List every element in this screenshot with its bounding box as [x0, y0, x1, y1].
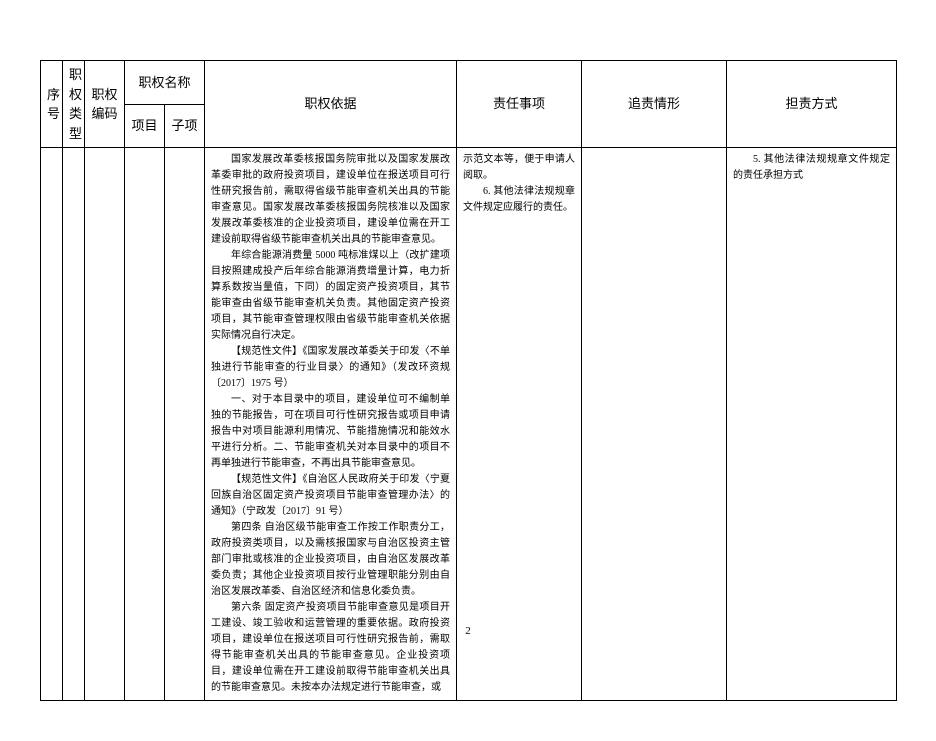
cell-type: [63, 148, 85, 701]
basis-paragraph: 国家发展改革委核报国务院审批以及国家发展改革委审批的政府投资项目，建设单位在报送…: [211, 152, 450, 248]
cell-method: 5. 其他法律法规规章文件规定的责任承担方式: [727, 148, 897, 701]
basis-paragraph: 第六条 固定资产投资项目节能审查意见是项目开工建设、竣工验收和运营管理的重要依据…: [211, 600, 450, 696]
cell-responsibility: 示范文本等，便于申请人阅取。 6. 其他法律法规规章文件规定应履行的责任。: [457, 148, 582, 701]
table-body: 国家发展改革委核报国务院审批以及国家发展改革委审批的政府投资项目，建设单位在报送…: [41, 148, 897, 701]
basis-paragraph: 【规范性文件】《国家发展改革委关于印发〈不单独进行节能审查的行业目录〉的通知》（…: [211, 344, 450, 392]
table-row: 国家发展改革委核报国务院审批以及国家发展改革委审批的政府投资项目，建设单位在报送…: [41, 148, 897, 701]
header-code: 职权编码: [85, 61, 125, 148]
table-header: 序号 职权类型 职权编码 职权名称 职权依据 责任事项 追责情形 担责方式 项目…: [41, 61, 897, 148]
header-basis: 职权依据: [205, 61, 457, 148]
method-paragraph: 5. 其他法律法规规章文件规定的责任承担方式: [733, 152, 890, 184]
basis-paragraph: 第四条 自治区级节能审查工作按工作职责分工，政府投资类项目，以及需核报国家与自治…: [211, 520, 450, 600]
cell-seq: [41, 148, 63, 701]
header-seq: 序号: [41, 61, 63, 148]
cell-name-item: [125, 148, 165, 701]
basis-paragraph: 【规范性文件】《自治区人民政府关于印发〈宁夏回族自治区固定资产投资项目节能审查管…: [211, 472, 450, 520]
cell-accountability: [582, 148, 727, 701]
header-name-sub: 子项: [165, 104, 205, 148]
header-accountability: 追责情形: [582, 61, 727, 148]
cell-code: [85, 148, 125, 701]
cell-basis: 国家发展改革委核报国务院审批以及国家发展改革委审批的政府投资项目，建设单位在报送…: [205, 148, 457, 701]
header-name-item: 项目: [125, 104, 165, 148]
page-number: 2: [465, 625, 471, 637]
header-type: 职权类型: [63, 61, 85, 148]
authority-table: 序号 职权类型 职权编码 职权名称 职权依据 责任事项 追责情形 担责方式 项目…: [40, 60, 897, 701]
resp-paragraph: 示范文本等，便于申请人阅取。: [463, 152, 575, 184]
cell-name-sub: [165, 148, 205, 701]
header-name-group: 职权名称: [125, 61, 205, 105]
header-responsibility: 责任事项: [457, 61, 582, 148]
basis-paragraph: 年综合能源消费量 5000 吨标准煤以上（改扩建项目按照建成投产后年综合能源消费…: [211, 248, 450, 344]
basis-paragraph: 一、对于本目录中的项目，建设单位可不编制单独的节能报告，可在项目可行性研究报告或…: [211, 392, 450, 472]
header-method: 担责方式: [727, 61, 897, 148]
resp-paragraph: 6. 其他法律法规规章文件规定应履行的责任。: [463, 184, 575, 216]
